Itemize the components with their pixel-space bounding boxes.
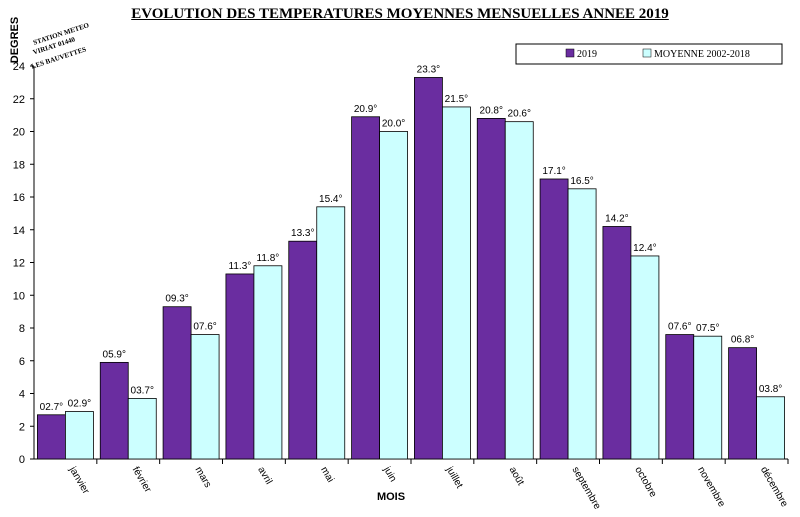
bar-moyenne — [693, 335, 723, 460]
bar-moyenne — [127, 398, 157, 460]
data-label: 13.3° — [291, 228, 314, 239]
bar-2019 — [37, 414, 66, 460]
y-tick-label: 24 — [13, 61, 25, 73]
bar-2019 — [728, 347, 757, 460]
data-label: 03.8° — [759, 384, 782, 395]
x-tick-label: juillet — [443, 464, 465, 490]
data-label: 20.8° — [480, 105, 503, 116]
y-tick-label: 0 — [19, 454, 25, 466]
data-label: 20.6° — [508, 109, 531, 120]
y-tick-label: 4 — [19, 389, 25, 401]
bar-moyenne — [630, 255, 660, 460]
x-tick-label: mars — [192, 465, 213, 490]
x-tick-label: septembre — [569, 465, 602, 512]
bar-2019 — [602, 226, 632, 460]
y-tick-label: 8 — [19, 323, 25, 335]
bar-moyenne — [253, 265, 283, 460]
y-tick-label: 20 — [13, 127, 25, 139]
data-label: 21.5° — [445, 94, 468, 105]
data-label: 20.0° — [382, 119, 405, 130]
bar-2019 — [99, 361, 129, 460]
bar-2019 — [414, 77, 443, 460]
y-tick-label: 12 — [13, 258, 25, 270]
y-tick-label: 2 — [19, 421, 25, 433]
x-tick-label: février — [130, 465, 154, 495]
x-tick-label: novembre — [695, 465, 727, 509]
x-tick-label: juin — [380, 464, 398, 484]
data-label: 14.2° — [605, 213, 628, 224]
bar-moyenne — [756, 396, 785, 460]
bar-2019 — [288, 240, 318, 460]
data-label: 09.3° — [165, 294, 188, 305]
y-tick-label: 22 — [13, 94, 25, 106]
legend-label-2019: 2019 — [577, 49, 597, 60]
data-label: 20.9° — [354, 104, 377, 115]
data-label: 12.4° — [633, 243, 656, 254]
data-label: 02.9° — [68, 399, 91, 410]
data-label: 03.7° — [131, 385, 154, 396]
data-label: 15.4° — [319, 194, 342, 205]
y-tick-label: 18 — [13, 159, 25, 171]
x-tick-label: avril — [255, 465, 274, 486]
data-label: 23.3° — [417, 64, 440, 75]
chart-title: EVOLUTION DES TEMPERATURES MOYENNES MENS… — [131, 6, 669, 22]
y-tick-label: 14 — [13, 225, 25, 237]
bar-moyenne — [442, 106, 471, 460]
x-tick-label: décembre — [758, 465, 790, 509]
data-label: 17.1° — [542, 166, 565, 177]
bar-2019 — [476, 118, 506, 460]
x-tick-label: janvier — [66, 464, 91, 496]
bar-2019 — [351, 116, 380, 460]
bar-2019 — [539, 178, 569, 460]
data-label: 11.8° — [257, 253, 280, 264]
data-label: 07.5° — [696, 323, 719, 334]
y-tick-label: 16 — [13, 192, 25, 204]
legend-label-moyenne: MOYENNE 2002-2018 — [654, 49, 750, 60]
bar-2019 — [225, 273, 255, 460]
data-label: 05.9° — [103, 349, 126, 360]
data-label: 16.5° — [570, 176, 593, 187]
data-label: 06.8° — [731, 335, 754, 346]
data-label: 11.3° — [229, 261, 252, 272]
bar-2019 — [665, 334, 695, 460]
x-tick-label: octobre — [632, 465, 658, 500]
x-tick-label: mai — [318, 465, 336, 484]
y-tick-label: 6 — [19, 356, 25, 368]
data-label: 07.6° — [668, 322, 691, 333]
bar-moyenne — [567, 188, 597, 460]
legend-swatch-moyenne — [642, 48, 652, 58]
bar-moyenne — [65, 411, 94, 460]
bar-moyenne — [504, 121, 534, 460]
bar-moyenne — [190, 334, 220, 460]
x-axis-title: MOIS — [377, 491, 405, 503]
y-axis-title: DEGRES — [9, 17, 21, 63]
legend-swatch-2019 — [565, 48, 575, 58]
data-label: 02.7° — [40, 402, 63, 413]
x-tick-label: août — [507, 465, 526, 488]
bar-2019 — [162, 306, 192, 460]
bar-moyenne — [379, 131, 408, 460]
bar-moyenne — [316, 206, 346, 460]
data-label: 07.6° — [193, 322, 216, 333]
y-tick-label: 10 — [13, 290, 25, 302]
